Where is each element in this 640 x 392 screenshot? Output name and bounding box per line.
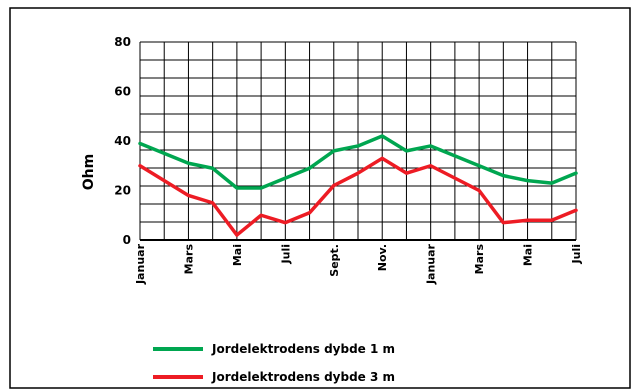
x-tick-label: Sept. xyxy=(328,244,341,277)
x-axis-ticks: Januar Mars Mai Juli Sept. Nov. Januar Mars Mai J… xyxy=(134,243,583,285)
x-tick-label: Januar xyxy=(134,243,147,285)
series-line-1m xyxy=(138,134,578,190)
legend-label-1m: Jordelektrodens dybde 1 m xyxy=(211,342,395,356)
series-line-3m xyxy=(138,156,578,237)
x-tick-label: Mai xyxy=(522,244,535,266)
x-tick-label: Juli xyxy=(279,244,292,264)
y-tick-label: 80 xyxy=(114,35,131,49)
y-axis-title: Ohm xyxy=(81,154,97,190)
grid xyxy=(139,41,577,241)
y-tick-label: 0 xyxy=(123,233,131,247)
x-tick-label: Mars xyxy=(182,244,195,275)
x-tick-label: Mars xyxy=(473,244,486,275)
y-tick-label: 60 xyxy=(114,85,131,99)
legend-label-3m: Jordelektrodens dybde 3 m xyxy=(211,370,395,384)
x-tick-label: Januar xyxy=(425,243,438,285)
legend: Jordelektrodens dybde 1 m Jordelektroden… xyxy=(153,342,395,384)
x-tick-label: Mai xyxy=(231,244,244,266)
x-tick-label: Nov. xyxy=(376,244,389,271)
series-lines xyxy=(138,134,578,237)
frame-border xyxy=(9,7,631,389)
y-tick-label: 40 xyxy=(114,134,131,148)
y-axis-ticks: 0 20 40 60 80 xyxy=(114,35,131,247)
y-tick-label: 20 xyxy=(114,184,131,198)
x-tick-label: Juli xyxy=(570,244,583,264)
